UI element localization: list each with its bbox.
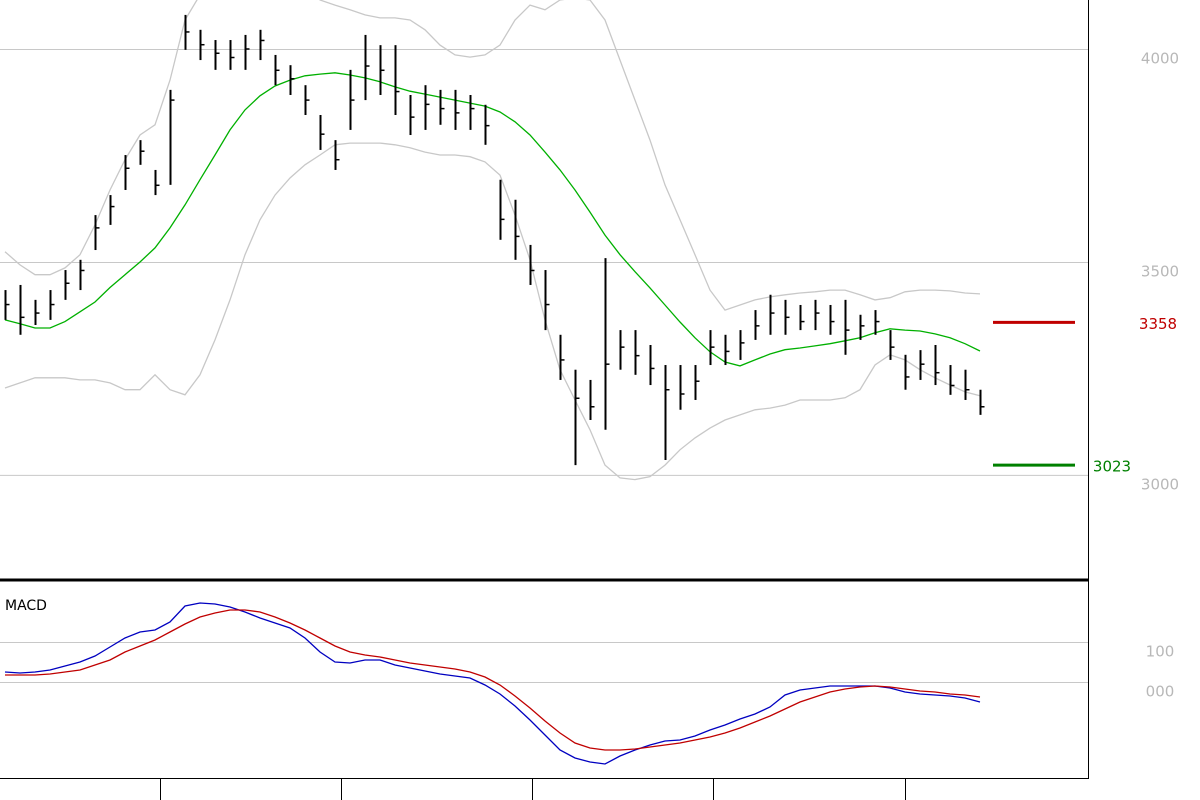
level-label: 3023 <box>1093 458 1131 476</box>
y-tick-label: 3500 <box>1141 262 1179 280</box>
y-tick-label: 100 <box>1146 643 1175 661</box>
macd-line <box>5 609 981 751</box>
band-line <box>4 142 981 481</box>
band-line <box>4 72 981 367</box>
y-tick-label: 4000 <box>1141 49 1179 67</box>
panel-title: MACD <box>5 598 47 614</box>
y-tick-label: 3000 <box>1141 475 1179 493</box>
level-label: 3358 <box>1139 315 1177 333</box>
plot-area <box>4 0 985 481</box>
frame <box>0 0 1089 800</box>
y-tick-label: 000 <box>1146 683 1175 701</box>
plot-area <box>4 602 981 765</box>
band-line <box>4 0 981 311</box>
macd-line <box>4 602 981 765</box>
